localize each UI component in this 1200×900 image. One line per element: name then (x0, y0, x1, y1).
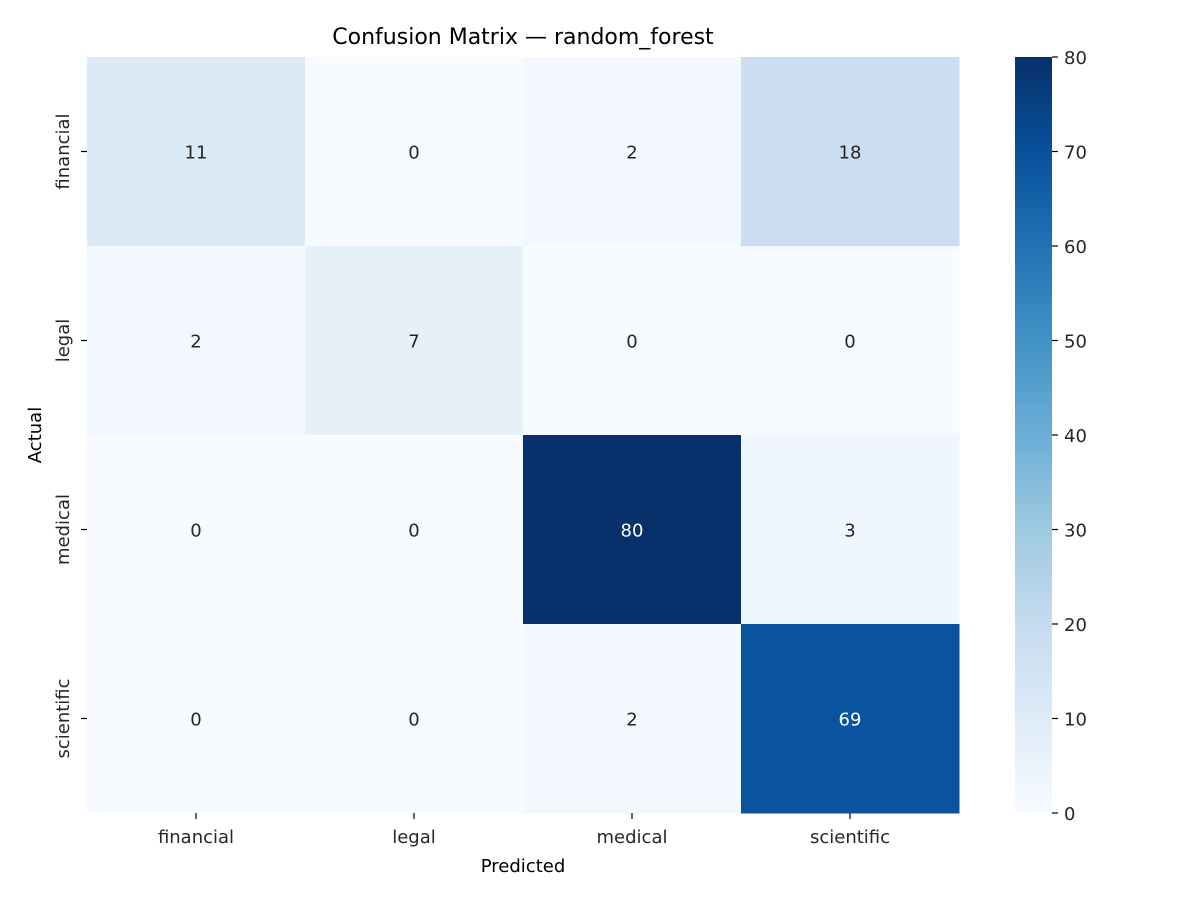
cell-value-label: 0 (408, 710, 419, 731)
heatmap-cell (87, 246, 306, 436)
heatmap-cell (741, 435, 960, 625)
colorbar-tick-label: 60 (1064, 237, 1087, 258)
x-tick-label: medical (597, 827, 668, 848)
x-axis-title: Predicted (481, 856, 566, 877)
cell-value-label: 7 (408, 332, 419, 353)
colorbar-gradient (1015, 57, 1052, 813)
cell-value-label: 0 (408, 521, 419, 542)
x-tick-label: legal (392, 827, 436, 848)
colorbar-tick-label: 10 (1064, 710, 1087, 731)
x-axis-ticks: financial legal medical scientific (158, 813, 890, 848)
cell-value-label: 69 (839, 710, 862, 731)
heatmap-cell (305, 435, 524, 625)
cell-value-label: 2 (626, 143, 637, 164)
chart-title: Confusion Matrix — random_forest (332, 25, 714, 50)
cell-value-label: 0 (408, 143, 419, 164)
cell-value-label: 18 (839, 143, 862, 164)
cell-value-label: 2 (190, 332, 201, 353)
heatmap-cell (305, 624, 524, 814)
colorbar-tick-label: 50 (1064, 332, 1087, 353)
cell-value-label: 0 (190, 710, 201, 731)
colorbar-tick-label: 30 (1064, 521, 1087, 542)
y-axis-ticks: financial legal medical scientific (53, 113, 87, 759)
cell-value-label: 2 (626, 710, 637, 731)
y-tick-label: medical (53, 494, 74, 565)
cell-value-label: 3 (844, 521, 855, 542)
heatmap-cell (87, 57, 306, 247)
x-tick-label: scientific (810, 827, 890, 848)
cell-value-label: 0 (626, 332, 637, 353)
y-tick-label: legal (53, 319, 74, 363)
heatmap-cell (87, 435, 306, 625)
heatmap-cell (523, 435, 742, 625)
cell-value-label: 80 (621, 521, 644, 542)
y-tick-label: financial (53, 113, 74, 189)
colorbar-tick-label: 70 (1064, 143, 1087, 164)
heatmap-cell (305, 246, 524, 436)
heatmap-cell (523, 246, 742, 436)
y-axis-title: Actual (25, 407, 46, 463)
colorbar-tick-label: 0 (1064, 804, 1075, 825)
colorbar-tick-label: 20 (1064, 615, 1087, 636)
x-tick-label: financial (158, 827, 234, 848)
heatmap-cell (741, 624, 960, 814)
colorbar: 0 10 20 30 40 50 60 70 80 (1015, 48, 1087, 825)
heatmap-cell (523, 57, 742, 247)
heatmap-cell (741, 57, 960, 247)
heatmap-cell (305, 57, 524, 247)
cell-value-label: 0 (844, 332, 855, 353)
heatmap-cell (523, 624, 742, 814)
heatmap-cells: 11 0 2 18 2 7 0 0 0 0 80 3 0 0 2 69 (87, 57, 960, 814)
heatmap-cell (741, 246, 960, 436)
cell-value-label: 11 (185, 143, 208, 164)
y-tick-label: scientific (53, 678, 74, 758)
colorbar-tick-label: 80 (1064, 48, 1087, 69)
colorbar-tick-label: 40 (1064, 426, 1087, 447)
cell-value-label: 0 (190, 521, 201, 542)
heatmap-cell (87, 624, 306, 814)
